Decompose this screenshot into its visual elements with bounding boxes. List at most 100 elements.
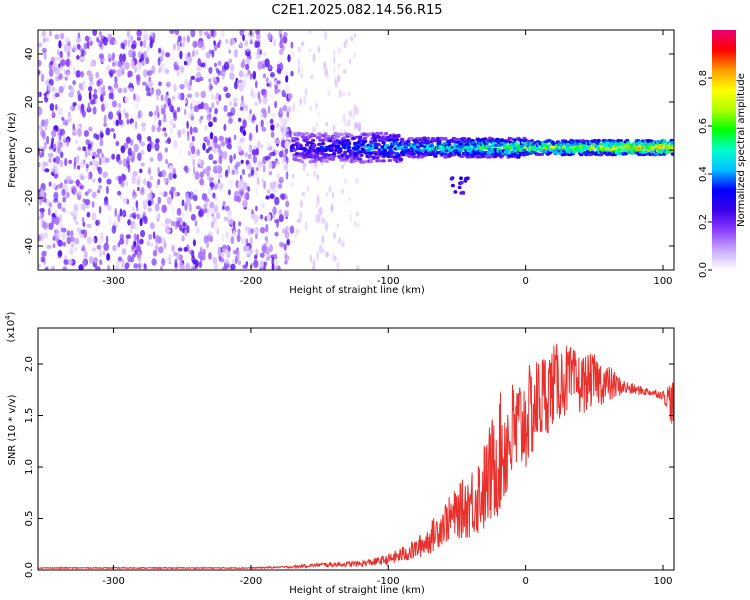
heatmap-cell <box>267 105 271 114</box>
heatmap-cell <box>159 265 163 270</box>
heatmap-cell <box>98 185 103 190</box>
heatmap-cell <box>194 188 199 194</box>
snr-y-tick-label: 1.0 <box>24 459 35 475</box>
heatmap-cell <box>131 253 136 258</box>
heatmap-cell <box>286 110 290 119</box>
heatmap-cell <box>308 105 313 112</box>
heatmap-cell <box>182 36 186 42</box>
heatmap-cell <box>464 143 469 147</box>
heatmap-cell <box>133 222 137 229</box>
heatmap-cell <box>58 250 63 257</box>
heatmap-cell <box>166 196 172 205</box>
heatmap-cell <box>259 214 264 220</box>
heatmap-cell <box>319 205 323 216</box>
heatmap-cell <box>223 105 228 112</box>
heatmap-cell <box>220 141 226 147</box>
heatmap-cell <box>81 80 86 85</box>
heatmap-cell <box>72 102 77 107</box>
heatmap-cell <box>244 225 248 232</box>
heatmap-cell <box>137 110 141 119</box>
heatmap-cells <box>38 30 674 270</box>
heatmap-cell <box>382 148 387 152</box>
heatmap-cell <box>187 132 190 142</box>
heatmap-cell <box>229 154 233 164</box>
heatmap-cell <box>58 40 62 49</box>
heatmap-cell <box>280 194 286 201</box>
heatmap-cell <box>298 211 303 221</box>
heatmap-cell <box>284 259 288 265</box>
heatmap-cell <box>191 99 196 106</box>
heatmap-cell <box>63 68 66 75</box>
colorbar: 0.0 0.2 0.4 0.6 0.8 Normalized spectral ampl… <box>698 30 747 278</box>
heatmap-cell <box>262 96 268 105</box>
heatmap-cell <box>205 201 209 206</box>
heatmap-cell <box>324 159 329 163</box>
heatmap-cell <box>217 70 222 76</box>
heatmap-cell <box>47 207 51 216</box>
heatmap-cell <box>114 208 117 217</box>
heatmap-cell <box>62 241 67 247</box>
heatmap-cell <box>332 124 336 132</box>
heatmap-cell <box>154 142 160 152</box>
heatmap-cell <box>66 59 70 65</box>
heatmap-cell <box>41 250 47 257</box>
heatmap-cell <box>241 95 244 103</box>
heatmap-cell <box>519 145 525 149</box>
heatmap-y-label: Frequency (Hz) <box>7 112 18 188</box>
heatmap-cell <box>249 249 254 254</box>
heatmap-cell <box>209 132 214 140</box>
heatmap-cell <box>301 64 304 74</box>
snr-y-tick-label: 2.0 <box>24 356 35 372</box>
heatmap-cell <box>325 191 328 198</box>
heatmap-cell <box>245 191 250 201</box>
heatmap-cell <box>52 243 56 249</box>
heatmap-cell <box>261 126 267 132</box>
heatmap-cell <box>377 159 383 163</box>
heatmap-cell <box>198 210 202 218</box>
heatmap-cell <box>312 53 316 63</box>
heatmap-cell <box>42 232 49 239</box>
heatmap-cell <box>271 257 275 267</box>
heatmap-cell <box>335 144 341 148</box>
heatmap-cell <box>450 183 455 188</box>
heatmap-cell <box>491 141 496 145</box>
heatmap-cell <box>208 231 213 237</box>
heatmap-cell <box>127 39 131 48</box>
heatmap-cell <box>391 151 396 155</box>
heatmap-cell <box>134 120 138 130</box>
heatmap-cell <box>173 113 178 122</box>
heatmap-cell <box>48 181 52 187</box>
heatmap-cell <box>357 136 363 140</box>
heatmap-cell <box>108 216 112 226</box>
heatmap-cell <box>186 93 193 99</box>
heatmap-cell <box>339 158 344 162</box>
heatmap-cell <box>412 155 417 159</box>
heatmap-cell <box>238 117 242 123</box>
heatmap-x-tick-label: 0 <box>522 276 528 287</box>
heatmap-cell <box>127 219 131 226</box>
heatmap-cell <box>265 78 269 83</box>
heatmap-cell <box>198 158 202 165</box>
heatmap-cell <box>146 92 152 97</box>
heatmap-cell <box>242 168 245 176</box>
heatmap-cell <box>158 236 162 244</box>
heatmap-cell <box>307 185 310 193</box>
heatmap-cell <box>251 209 254 215</box>
heatmap-cell <box>103 200 109 207</box>
heatmap-cell <box>331 191 335 199</box>
heatmap-cell <box>68 258 73 266</box>
heatmap-cell <box>279 40 283 49</box>
heatmap-cell <box>192 263 196 268</box>
heatmap-cell <box>279 107 283 115</box>
heatmap-cell <box>99 259 103 266</box>
heatmap-cell <box>96 148 103 154</box>
heatmap-cell <box>151 124 156 133</box>
heatmap-cell <box>250 36 253 44</box>
heatmap-cell <box>238 83 244 92</box>
heatmap-cell <box>260 144 264 149</box>
snr-y-tick-label: 1.5 <box>24 408 35 424</box>
heatmap-cell <box>73 237 80 245</box>
heatmap-cell <box>214 142 218 149</box>
heatmap-cell <box>233 102 238 108</box>
heatmap-cell <box>192 166 196 175</box>
